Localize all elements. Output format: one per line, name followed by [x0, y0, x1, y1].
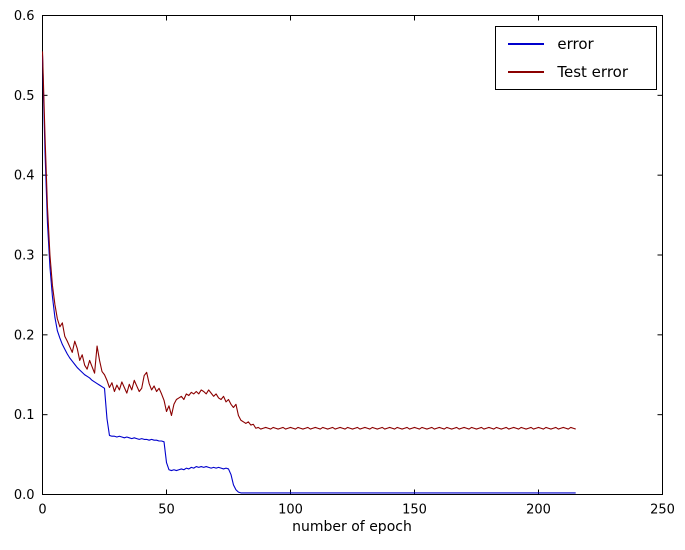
svg-text:0: 0	[38, 503, 46, 518]
legend-item-test-error: Test error	[508, 62, 642, 81]
axes-frame	[42, 15, 663, 495]
svg-text:100: 100	[278, 503, 303, 518]
series-lines	[41, 51, 576, 494]
x-axis-label: number of epoch	[292, 519, 412, 535]
svg-text:250: 250	[650, 503, 675, 518]
svg-text:0.5: 0.5	[14, 89, 35, 104]
svg-text:50: 50	[158, 503, 175, 518]
legend-line-error	[508, 43, 545, 46]
svg-text:0.4: 0.4	[14, 169, 35, 184]
svg-text:0.1: 0.1	[14, 408, 35, 423]
legend: error Test error	[495, 26, 657, 90]
svg-text:150: 150	[402, 503, 427, 518]
svg-text:0.0: 0.0	[14, 488, 35, 503]
legend-line-test-error	[508, 70, 545, 73]
tick-marks	[42, 15, 663, 495]
svg-text:0.6: 0.6	[14, 9, 35, 24]
tick-labels: 0 50 100 150 200 250 0.0 0.1 0.2 0.3 0.4 0.5 0.6	[14, 9, 675, 518]
legend-item-error: error	[508, 36, 642, 53]
legend-label-test-error: Test error	[557, 62, 628, 81]
svg-text:200: 200	[526, 503, 551, 518]
svg-text:0.2: 0.2	[14, 328, 35, 343]
svg-text:0.3: 0.3	[14, 249, 35, 264]
legend-label-error: error	[557, 35, 594, 53]
